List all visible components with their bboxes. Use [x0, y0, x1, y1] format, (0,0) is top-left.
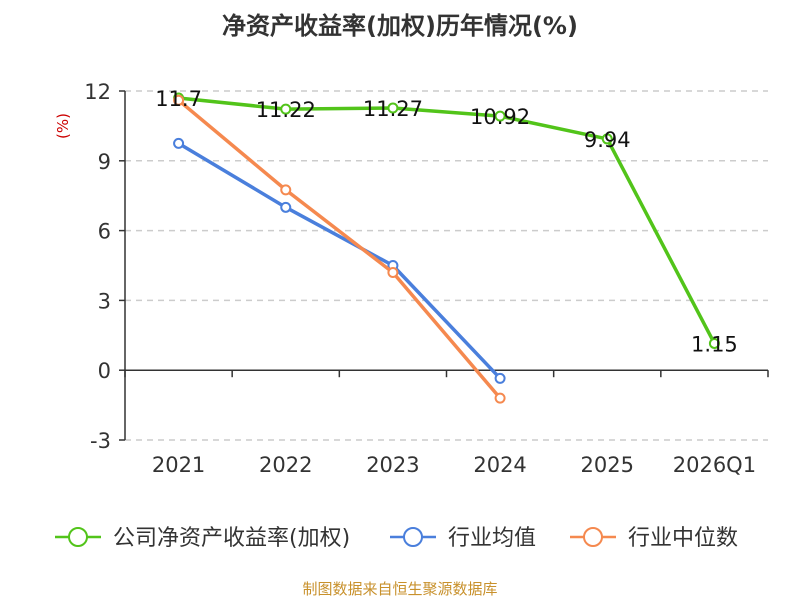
y-tick-label: -3 [90, 429, 111, 453]
chart-title: 净资产收益率(加权)历年情况(%) [222, 12, 578, 40]
y-tick-label: 3 [98, 289, 111, 313]
x-tick-label: 2023 [366, 453, 419, 477]
data-label: 1.15 [691, 332, 738, 356]
x-tick-label: 2022 [259, 453, 312, 477]
data-labels: 11.7 11.22 11.27 10.92 9.94 1.15 [155, 87, 738, 356]
axes: -3 0 3 6 9 12 2021 2022 2023 2024 2025 2026Q1 [84, 80, 769, 477]
data-label: 10.92 [470, 105, 530, 129]
legend-label[interactable]: 公司净资产收益率(加权) [113, 526, 350, 551]
data-point[interactable] [173, 137, 185, 149]
x-tick-label: 2024 [473, 453, 526, 477]
source-note: 制图数据来自恒生聚源数据库 [302, 580, 497, 598]
data-point[interactable] [494, 392, 506, 404]
legend-label[interactable]: 行业中位数 [628, 526, 738, 551]
data-point[interactable] [708, 337, 720, 349]
x-tick-label: 2021 [152, 453, 205, 477]
y-tick-label: 6 [98, 220, 111, 244]
data-point[interactable] [280, 184, 292, 196]
legend[interactable]: 公司净资产收益率(加权) 行业均值 行业中位数 [55, 526, 738, 551]
data-point[interactable] [387, 102, 399, 114]
data-label: 11.7 [155, 87, 202, 111]
legend-marker [583, 527, 603, 547]
x-tick-label: 2026Q1 [673, 453, 756, 477]
legend-marker [403, 527, 423, 547]
legend-label[interactable]: 行业均值 [448, 526, 536, 551]
grid [125, 90, 768, 441]
y-tick-label: 0 [98, 359, 111, 383]
data-label: 9.94 [584, 128, 631, 152]
legend-marker [68, 527, 88, 547]
data-point[interactable] [601, 133, 613, 145]
x-tick-label: 2025 [581, 453, 634, 477]
y-axis-label: (%) [54, 113, 72, 139]
y-tick-label: 9 [98, 150, 111, 174]
data-point[interactable] [280, 201, 292, 213]
y-tick-label: 12 [84, 80, 111, 104]
series-line-0 [178, 96, 716, 345]
data-point[interactable] [494, 110, 506, 122]
data-point[interactable] [173, 94, 185, 106]
data-point[interactable] [280, 103, 292, 115]
data-point[interactable] [387, 266, 399, 278]
series-line-1 [177, 141, 502, 380]
data-point[interactable] [494, 372, 506, 384]
data-label: 11.27 [363, 97, 423, 121]
series-line-2 [177, 98, 502, 400]
data-label: 11.22 [256, 98, 316, 122]
series-group [173, 92, 720, 404]
